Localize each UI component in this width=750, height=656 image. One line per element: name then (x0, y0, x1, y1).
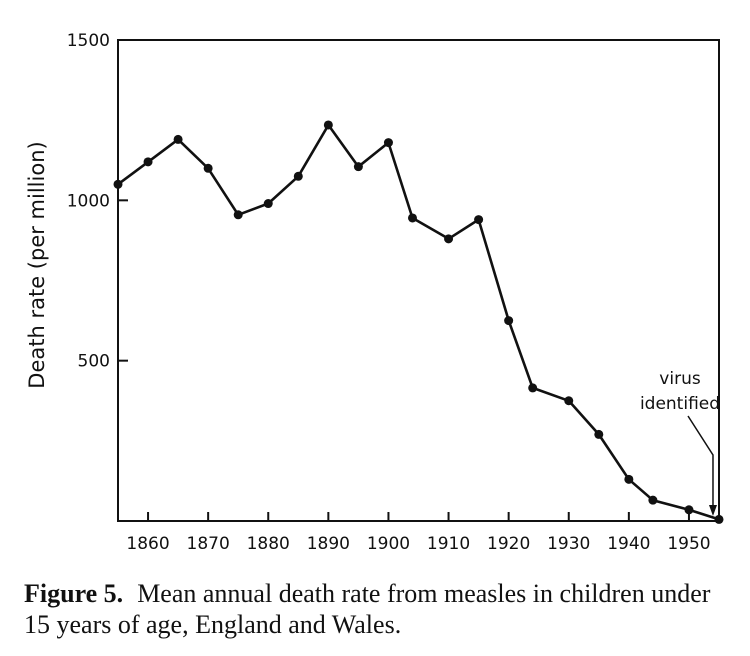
y-axis-title: Death rate (per million) (25, 141, 49, 388)
x-tick-label: 1930 (547, 534, 590, 554)
plot-area (117, 39, 720, 522)
annotation-arrow-head (708, 505, 717, 516)
x-tick-label: 1880 (247, 534, 290, 554)
data-point (474, 215, 484, 225)
x-axis: 1860 1870 1880 1890 1900 1910 1920 1930 1940 1950 (126, 512, 711, 554)
data-point (293, 171, 303, 181)
series-line (117, 123, 720, 521)
y-tick-label: 500 (78, 352, 110, 372)
data-point (648, 495, 658, 505)
data-point (113, 179, 123, 189)
x-tick-label: 1910 (427, 534, 470, 554)
data-point (143, 157, 153, 167)
figure-caption: Figure 5. Mean annual death rate from mea… (24, 578, 740, 640)
x-tick-label: 1950 (667, 534, 710, 554)
series-layer (113, 120, 724, 524)
x-tick-label: 1890 (307, 534, 350, 554)
annotation: virus identified (640, 369, 720, 516)
y-tick-label: 1500 (67, 31, 110, 51)
y-axis: 500 1000 1500 (67, 31, 128, 372)
caption-text: Mean annual death rate from measles in c… (24, 579, 711, 639)
data-point (353, 162, 363, 172)
data-point (504, 316, 514, 326)
x-tick-label: 1920 (487, 534, 530, 554)
data-point (684, 505, 694, 515)
x-tick-label: 1860 (126, 534, 169, 554)
data-point (528, 383, 538, 393)
data-point (173, 134, 183, 144)
annotation-label: virus (659, 369, 701, 389)
data-point (203, 163, 213, 173)
plot-frame (117, 39, 720, 522)
data-point (263, 199, 273, 209)
data-point (624, 474, 634, 484)
data-point (444, 234, 454, 244)
data-point (594, 429, 604, 439)
data-point (564, 396, 574, 406)
caption-label: Figure 5. (24, 579, 124, 608)
data-point (323, 120, 333, 130)
chart: 500 1000 1500 1860 1870 1880 1890 1900 1910 1920… (25, 31, 724, 554)
x-tick-label: 1900 (367, 534, 410, 554)
annotation-label: identified (640, 394, 720, 414)
x-tick-label: 1940 (607, 534, 650, 554)
annotation-arrow-line (687, 415, 714, 509)
data-point (233, 210, 243, 220)
data-point (383, 138, 393, 148)
data-point (714, 514, 724, 524)
x-tick-label: 1870 (187, 534, 230, 554)
data-point (407, 213, 417, 223)
y-tick-label: 1000 (67, 191, 110, 211)
